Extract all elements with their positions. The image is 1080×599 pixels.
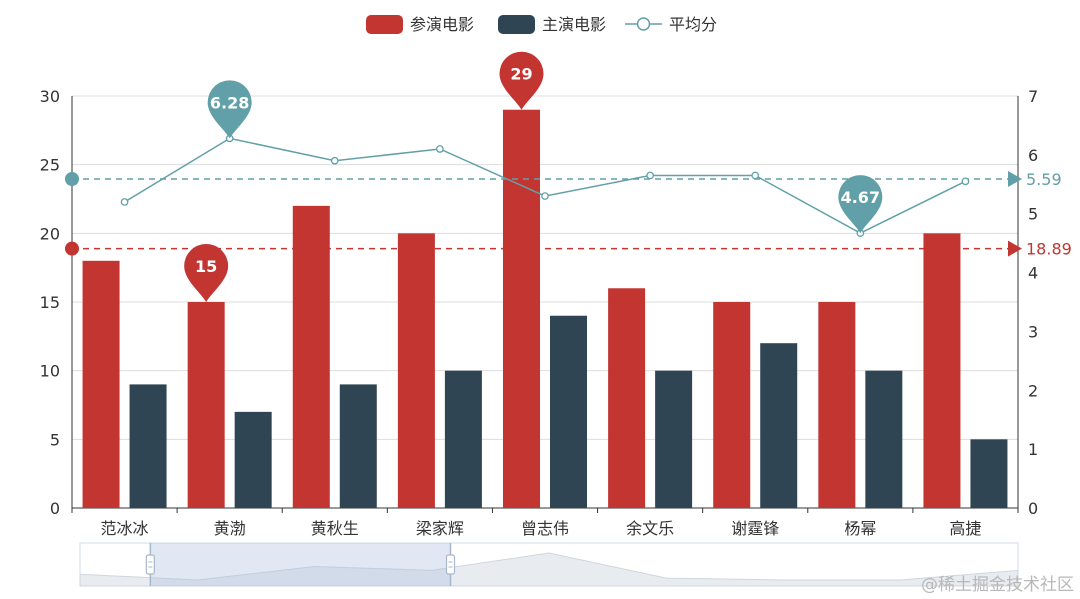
bar-1[interactable] [444,370,482,508]
legend-swatch[interactable] [498,15,535,34]
bar-0[interactable] [923,233,961,509]
mark-point-label: 29 [510,65,532,84]
bar-1[interactable] [550,315,587,508]
y-left-tick-label: 25 [40,156,60,175]
x-tick-label: 高捷 [949,519,981,538]
legend-label[interactable]: 参演电影 [410,15,474,34]
y-left-tick-label: 30 [40,87,60,106]
bar-0[interactable] [503,109,540,508]
line-point[interactable] [961,177,970,186]
y-right-tick-label: 3 [1028,322,1038,341]
average-line-start-dot [65,171,79,186]
bar-1[interactable] [655,370,693,508]
x-tick-label: 范冰冰 [101,519,149,538]
average-line-start-dot [65,241,79,256]
y-left-tick-label: 20 [40,224,60,243]
mark-point-pin [207,80,252,139]
average-line-arrow [1008,240,1022,257]
datazoom-selection[interactable] [150,543,451,586]
y-left-tick-label: 10 [40,362,60,381]
average-line-label: 18.89 [1026,240,1072,259]
datazoom-handle[interactable] [445,554,456,575]
y-left-tick-label: 5 [50,430,60,449]
line-series-path [124,137,966,234]
bar-0[interactable] [713,302,751,508]
line-point[interactable] [646,171,654,180]
bar-0[interactable] [397,233,435,509]
legend-label[interactable]: 主演电影 [542,15,606,34]
datazoom-preview [79,552,1019,587]
bar-0[interactable] [187,302,225,508]
line-point[interactable] [120,198,129,206]
bar-1[interactable] [234,411,272,508]
bar-0[interactable] [82,260,120,508]
bar-1[interactable] [339,384,377,508]
y-right-tick-label: 7 [1028,87,1038,106]
x-tick-label: 曾志伟 [521,519,569,538]
average-line-label: 5.59 [1026,170,1062,189]
mark-point-pin [184,244,229,302]
y-right-tick-label: 0 [1028,499,1038,518]
y-right-tick-label: 1 [1028,440,1038,459]
datazoom-handle[interactable] [145,554,155,575]
average-line-arrow [1008,170,1022,187]
line-point[interactable] [541,192,549,200]
x-tick-label: 黄渤 [214,519,246,538]
y-left-tick-label: 15 [40,293,60,312]
bar-0[interactable] [292,205,330,508]
bar-1[interactable] [760,343,798,508]
bar-1[interactable] [970,439,1008,508]
watermark-text: @稀土掘金技术社区 [921,575,1074,595]
x-tick-label: 杨幂 [844,519,876,538]
bar-1[interactable] [865,370,903,508]
mark-point-label: 4.67 [841,188,880,207]
x-tick-label: 黄秋生 [311,519,359,538]
x-tick-label: 谢霆锋 [731,519,779,538]
y-right-tick-label: 2 [1028,381,1038,400]
bar-0[interactable] [608,288,646,508]
legend-swatch[interactable] [366,15,403,34]
mark-point-label: 6.28 [210,93,249,112]
x-tick-label: 余文乐 [626,519,674,538]
bar-0[interactable] [818,302,856,508]
y-right-tick-label: 4 [1028,264,1038,283]
y-right-tick-label: 5 [1028,205,1038,224]
x-tick-label: 梁家辉 [416,519,464,538]
mark-point-pin [838,175,883,234]
mark-point-pin [499,51,544,110]
y-left-tick-label: 0 [50,499,60,518]
legend-swatch-dot[interactable] [636,17,651,31]
line-point[interactable] [751,171,760,180]
legend-label[interactable]: 平均分 [669,15,717,34]
line-point[interactable] [436,145,444,153]
mark-point-label: 15 [195,257,217,276]
bar-1[interactable] [129,384,167,508]
line-point[interactable] [330,156,339,165]
y-right-tick-label: 6 [1028,146,1038,165]
